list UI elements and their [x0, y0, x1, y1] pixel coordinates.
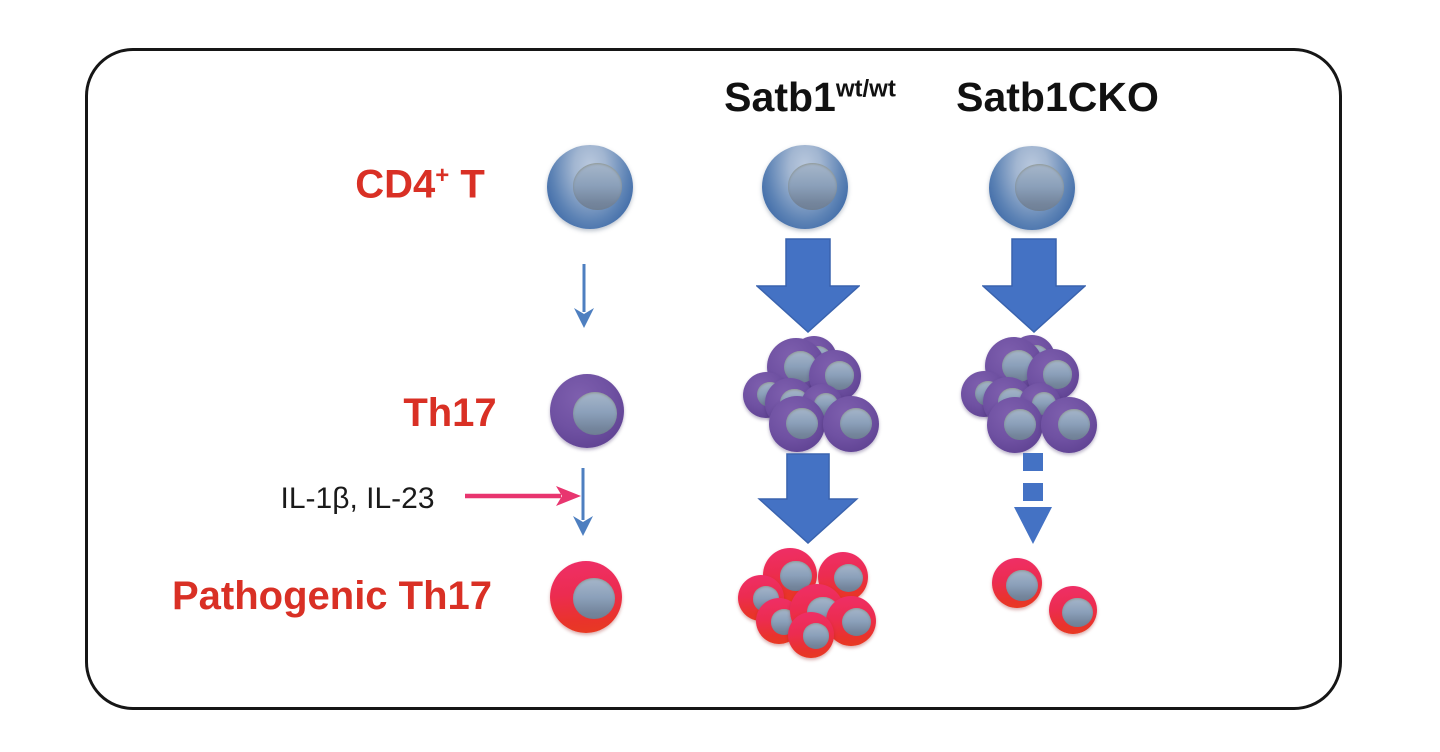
row-label-pathogenic-th17: Pathogenic Th17	[152, 576, 512, 616]
dashed-down-arrow-icon	[1023, 483, 1043, 501]
block-down-arrow-icon	[757, 453, 859, 544]
pathogenic-th17-cell-cko	[992, 558, 1042, 608]
th17-cell-cluster-cko	[961, 335, 1097, 459]
pathogenic-th17-cell-cko	[1049, 586, 1097, 634]
th17-cell	[987, 397, 1043, 453]
satb1-cko-text: Satb1CKO	[956, 74, 1159, 120]
cell-nucleus	[785, 408, 818, 440]
thin-down-arrow-icon	[574, 264, 594, 328]
cell-nucleus	[839, 408, 872, 440]
th17-cell	[769, 396, 825, 452]
cell-nucleus	[1014, 164, 1064, 211]
row-label-cd4-t: CD4+ T	[330, 162, 510, 207]
thin-down-arrow-icon	[573, 468, 593, 536]
figure-border-frame	[85, 48, 1342, 710]
cell-nucleus	[1003, 409, 1036, 441]
row-label-th17: Th17	[380, 393, 520, 433]
cell-nucleus	[572, 391, 618, 435]
dashed-down-arrow-head-icon	[1014, 507, 1052, 544]
column-header-satb1-cko: Satb1CKO	[950, 74, 1165, 120]
cd4-base-text: CD4	[355, 162, 436, 207]
cell-nucleus	[573, 578, 615, 619]
cell-nucleus	[1005, 570, 1038, 601]
block-down-arrow-icon	[982, 238, 1086, 333]
cd4-cell-cko	[989, 146, 1075, 230]
cytokine-label: IL-1β, IL-23	[270, 484, 445, 514]
pathogenic-th17-cell-exemplar	[550, 561, 622, 633]
pathogenic-th17-cell	[826, 596, 876, 646]
satb1-wt-superscript: wt/wt	[835, 75, 896, 103]
cell-nucleus	[1057, 409, 1090, 441]
cd4-cell-wt	[762, 145, 848, 229]
cytokine-text: IL-1β, IL-23	[280, 482, 435, 515]
pathogenic-th17-cell	[788, 612, 834, 658]
cell-nucleus	[802, 623, 830, 649]
th17-text: Th17	[403, 391, 497, 435]
block-down-arrow-icon	[756, 238, 860, 333]
cell-nucleus	[787, 163, 837, 210]
th17-cell	[823, 396, 879, 452]
cell-nucleus	[842, 608, 871, 636]
dashed-down-arrow-icon	[1023, 453, 1043, 471]
th17-cell-exemplar	[550, 374, 624, 448]
cd4-tail-text: T	[449, 162, 485, 207]
cytokine-right-arrow-icon	[465, 486, 581, 506]
cd4-cell-exemplar	[547, 145, 633, 229]
column-header-satb1-wt: Satb1wt/wt	[705, 74, 915, 120]
pathogenic-th17-cell-cluster-wt	[738, 548, 880, 658]
th17-cell	[1041, 397, 1097, 453]
cell-nucleus	[834, 564, 863, 592]
cd4-superscript: +	[435, 162, 450, 189]
cell-nucleus	[572, 163, 622, 210]
satb1-wt-base-text: Satb1	[724, 74, 836, 120]
cell-nucleus	[1061, 597, 1093, 628]
pathogenic-th17-text: Pathogenic Th17	[171, 574, 493, 618]
th17-cell-cluster-wt	[743, 336, 879, 458]
